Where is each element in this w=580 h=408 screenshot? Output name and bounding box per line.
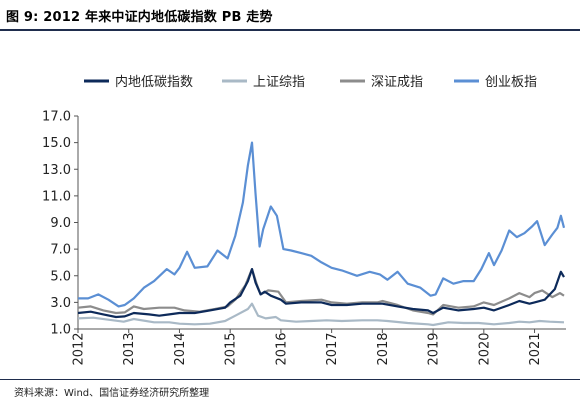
chart-legend: 内地低碳指数 上证综指 深证成指 创业板指 xyxy=(84,74,537,90)
title-divider xyxy=(0,29,580,31)
legend-label: 内地低碳指数 xyxy=(115,74,193,90)
x-axis: 2012 2013 2014 2015 2016 2017 2018 2019 2020 2021 xyxy=(72,328,566,366)
x-tick-label: 2021 xyxy=(528,332,543,365)
x-tick-label: 2014 xyxy=(173,332,188,365)
series-line xyxy=(77,268,565,316)
figure-title: 图 9: 2012 年来中证内地低碳指数 PB 走势 xyxy=(6,10,273,25)
x-tick-label: 2016 xyxy=(274,332,289,365)
y-tick-label: 9.0 xyxy=(50,216,71,231)
y-tick-label: 15.0 xyxy=(42,136,71,151)
x-tick-label: 2013 xyxy=(122,332,137,365)
y-tick-label: 3.0 xyxy=(50,296,71,311)
x-tick-label: 2020 xyxy=(477,332,492,365)
x-tick-label: 2017 xyxy=(325,332,340,365)
series-line xyxy=(77,302,565,327)
x-tick-label: 2019 xyxy=(427,332,442,365)
legend-label: 创业板指 xyxy=(485,75,537,90)
y-tick-label: 7.0 xyxy=(50,243,71,258)
y-tick-label: 5.0 xyxy=(50,269,71,284)
y-tick-label: 17.0 xyxy=(42,110,71,125)
y-tick-label: 11.0 xyxy=(42,189,71,204)
series-layer xyxy=(77,141,566,327)
source-note: 资料来源：Wind、国信证券经济研究所整理 xyxy=(14,388,210,399)
x-tick-label: 2012 xyxy=(72,332,87,365)
series-line xyxy=(78,141,566,308)
footer-divider xyxy=(0,379,580,380)
x-tick-label: 2018 xyxy=(376,332,391,365)
series-line xyxy=(77,268,565,319)
x-tick-label: 2015 xyxy=(224,332,239,365)
y-tick-label: 1.0 xyxy=(50,323,71,338)
y-tick-label: 13.0 xyxy=(42,163,71,178)
legend-label: 深证成指 xyxy=(371,75,423,90)
legend-label: 上证综指 xyxy=(253,75,305,90)
y-axis: 1.0 3.0 5.0 7.0 9.0 11.0 13.0 15.0 17.0 xyxy=(42,110,79,338)
